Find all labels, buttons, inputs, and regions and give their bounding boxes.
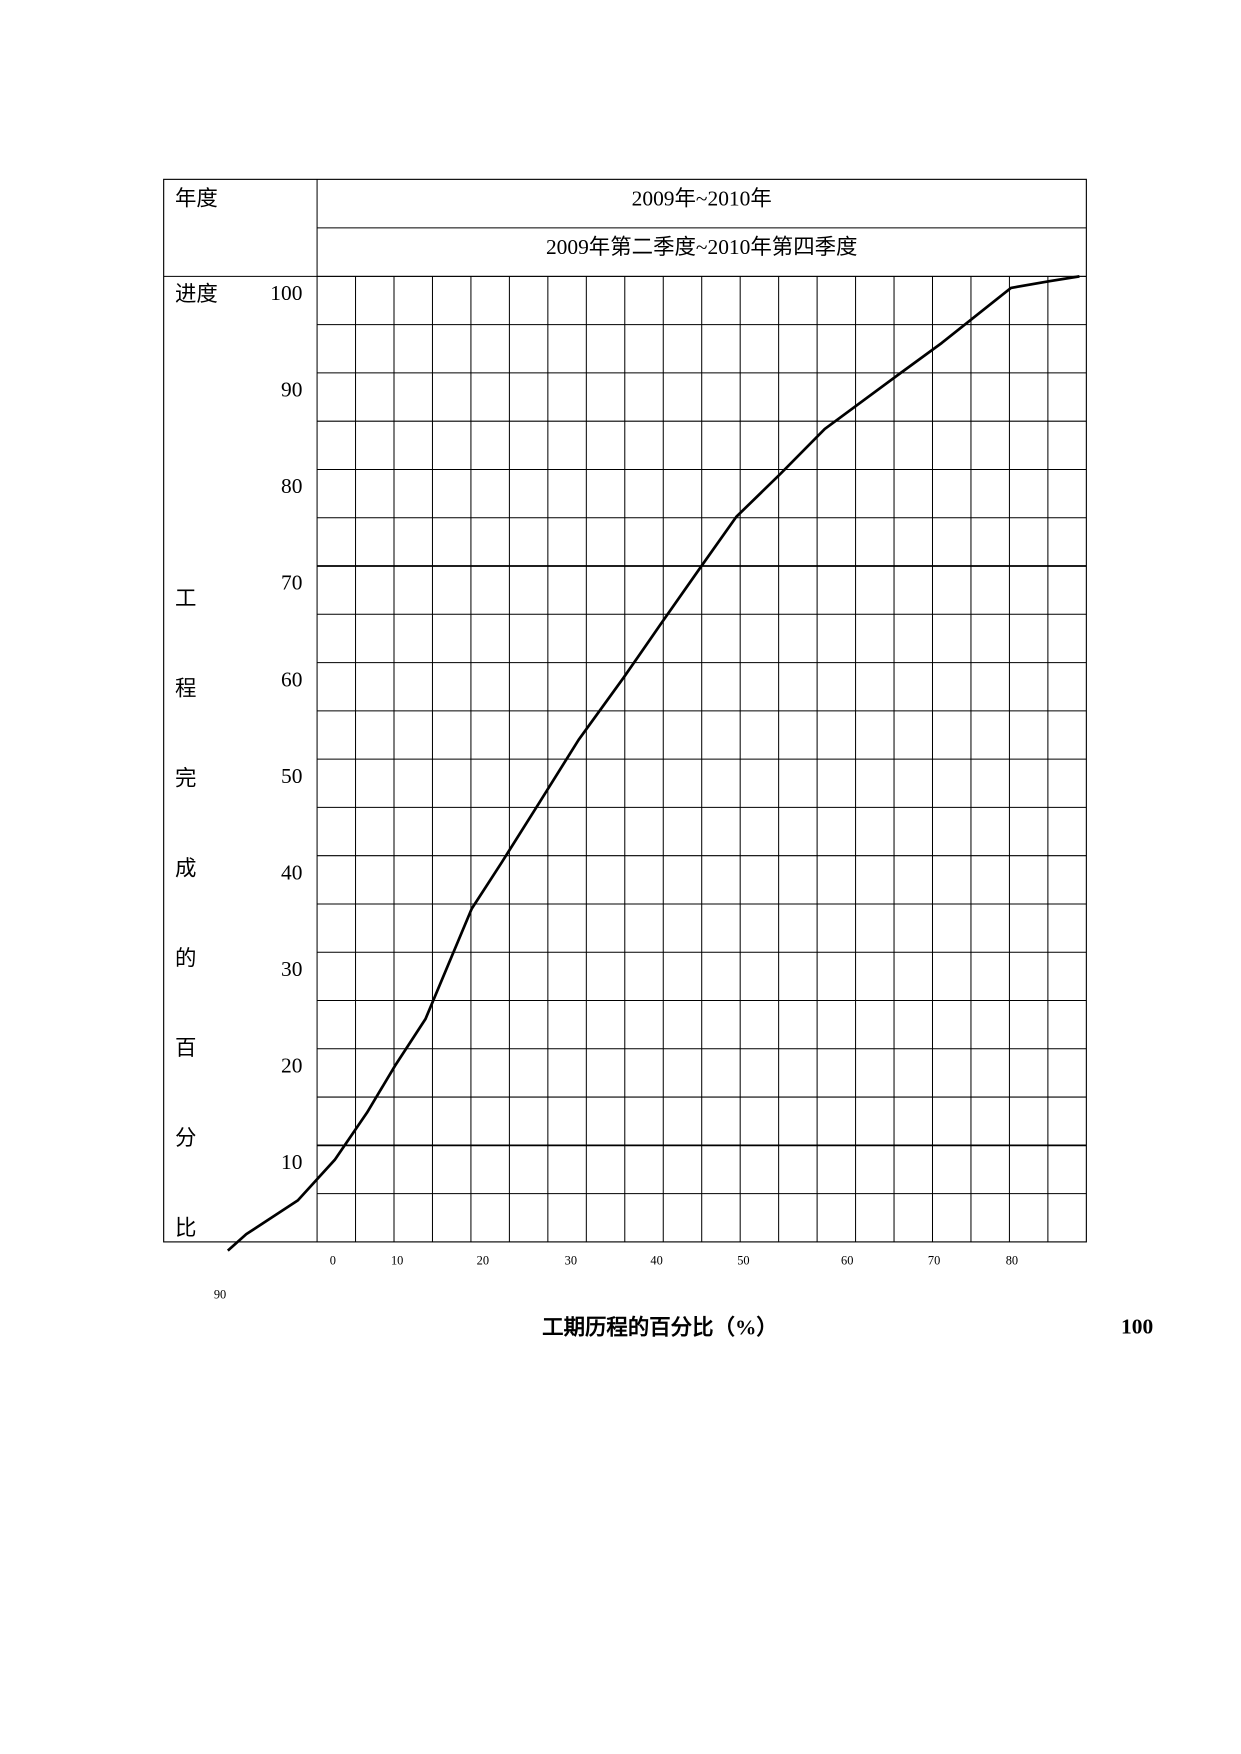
year-range: 2009年~2010年 xyxy=(632,186,772,210)
x-tick-label: 0 xyxy=(330,1253,336,1267)
y-tick-label: 90 xyxy=(281,378,302,402)
y-tick-label: 10 xyxy=(281,1150,302,1174)
x-tick-label: 80 xyxy=(1006,1253,1018,1267)
y-axis-label-char: 的 xyxy=(175,946,196,970)
y-tick-label: 20 xyxy=(281,1053,302,1077)
y-tick-label: 50 xyxy=(281,764,302,788)
x-tick-label: 90 xyxy=(214,1287,226,1301)
x-tick-label: 60 xyxy=(841,1253,853,1267)
x-tick-label: 100 xyxy=(1121,1314,1153,1338)
x-tick-label: 70 xyxy=(928,1253,940,1267)
y-axis-label-char: 比 xyxy=(175,1216,196,1240)
y-axis-label-char: 工 xyxy=(175,587,196,611)
y-tick-label: 70 xyxy=(281,571,302,595)
y-tick-label: 60 xyxy=(281,667,302,691)
x-tick-label: 10 xyxy=(391,1253,403,1267)
y-tick-label: 40 xyxy=(281,860,302,884)
progress-curve xyxy=(226,275,1080,1252)
y-tick-label: 30 xyxy=(281,957,302,981)
progress-label: 进度 xyxy=(175,282,218,306)
y-axis-label-char: 完 xyxy=(175,767,196,791)
y-tick-label: 80 xyxy=(281,474,302,498)
y-tick-label: 100 xyxy=(270,281,302,305)
y-axis-label-char: 百 xyxy=(175,1036,196,1060)
x-axis-label: 工期历程的百分比（%） xyxy=(542,1314,778,1339)
quarter-range: 2009年第二季度~2010年第四季度 xyxy=(546,235,858,259)
y-axis-label-char: 分 xyxy=(175,1126,196,1150)
x-tick-label: 20 xyxy=(477,1253,489,1267)
y-axis-label-char: 成 xyxy=(175,856,196,880)
year-label: 年度 xyxy=(175,186,218,210)
x-tick-label: 30 xyxy=(565,1253,577,1267)
x-tick-label: 40 xyxy=(650,1253,662,1267)
x-tick-label: 50 xyxy=(737,1253,749,1267)
y-axis-label-char: 程 xyxy=(175,677,196,701)
